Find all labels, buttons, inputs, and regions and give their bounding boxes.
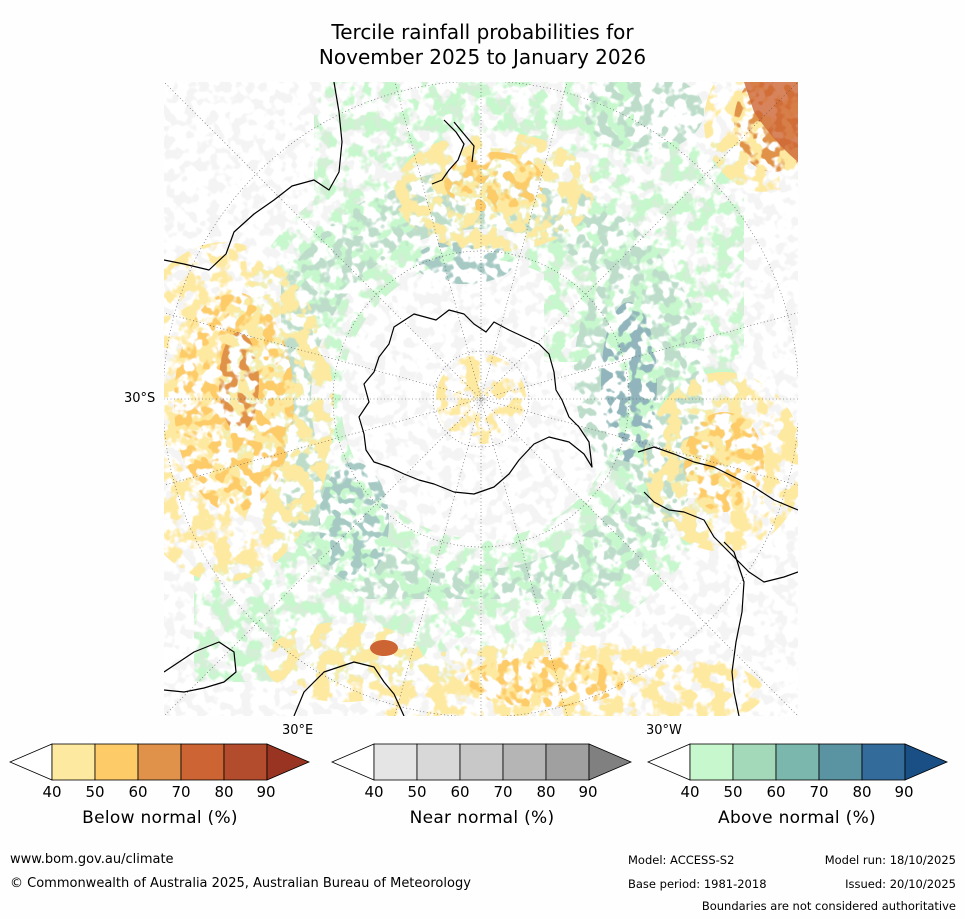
- latitude-label-30s: 30°S: [124, 391, 156, 406]
- colorbar-cell: [51, 743, 96, 781]
- colorbar-min-extend: [8, 743, 53, 781]
- colorbar-cell: [416, 743, 461, 781]
- colorbar-cell: [137, 743, 182, 781]
- tick-label: 90: [578, 783, 598, 801]
- copyright-notice: © Commonwealth of Australia 2025, Austra…: [10, 876, 471, 891]
- title-line-1: Tercile rainfall probabilities for: [331, 20, 634, 44]
- colorbar-near-normal-ticks: 40 50 60 70 80 90: [330, 783, 640, 803]
- model-name: Model: ACCESS-S2: [628, 853, 735, 867]
- base-period: Base period: 1981-2018: [628, 877, 767, 891]
- tick-label: 80: [536, 783, 556, 801]
- title-line-2: November 2025 to January 2026: [318, 45, 647, 69]
- colorbar-cell: [94, 743, 139, 781]
- colorbar-near-normal-label: Near normal (%): [409, 808, 555, 828]
- longitude-label-30e: 30°E: [282, 723, 314, 738]
- tick-label: 90: [894, 783, 914, 801]
- tick-label: 50: [723, 783, 743, 801]
- colorbar-cell: [545, 743, 590, 781]
- colorbar-cell: [732, 743, 777, 781]
- website-url: www.bom.gov.au/climate: [10, 852, 174, 867]
- colorbar-cell: [818, 743, 863, 781]
- colorbar-cell: [180, 743, 225, 781]
- tick-label: 80: [852, 783, 872, 801]
- colorbar-below-normal-label: Below normal (%): [82, 808, 238, 828]
- tick-label: 70: [171, 783, 191, 801]
- longitude-label-30w: 30°W: [646, 723, 682, 738]
- tick-label: 60: [766, 783, 786, 801]
- chart-title: Tercile rainfall probabilities for Novem…: [0, 20, 965, 70]
- colorbar-above-normal-cells: [646, 743, 949, 781]
- colorbar-min-extend: [330, 743, 375, 781]
- issued-date: Issued: 20/10/2025: [845, 877, 956, 891]
- tick-label: 50: [407, 783, 427, 801]
- tick-label: 60: [128, 783, 148, 801]
- tick-label: 40: [680, 783, 700, 801]
- tick-label: 40: [364, 783, 384, 801]
- colorbar-above-normal-label: Above normal (%): [718, 808, 876, 828]
- colorbar-near-normal-cells: [330, 743, 633, 781]
- colorbar-cell: [373, 743, 418, 781]
- colorbar-near-normal: [330, 743, 633, 781]
- tick-label: 90: [256, 783, 276, 801]
- tick-label: 40: [42, 783, 62, 801]
- tick-label: 80: [214, 783, 234, 801]
- colorbar-cell: [775, 743, 820, 781]
- colorbar-min-extend: [646, 743, 691, 781]
- tick-label: 70: [493, 783, 513, 801]
- colorbar-max-extend: [904, 743, 949, 781]
- colorbar-cell: [502, 743, 547, 781]
- tick-label: 60: [450, 783, 470, 801]
- colorbar-below-normal-ticks: 40 50 60 70 80 90: [8, 783, 318, 803]
- colorbar-below-normal-cells: [8, 743, 311, 781]
- colorbar-cell: [689, 743, 734, 781]
- colorbar-cell: [223, 743, 268, 781]
- colorbar-max-extend: [588, 743, 633, 781]
- boundaries-disclaimer: Boundaries are not considered authoritat…: [701, 899, 956, 913]
- colorbar-cell: [861, 743, 906, 781]
- colorbar-max-extend: [266, 743, 311, 781]
- colorbar-below-normal: [8, 743, 311, 781]
- tick-label: 70: [809, 783, 829, 801]
- colorbar-above-normal: [646, 743, 949, 781]
- colorbar-cell: [459, 743, 504, 781]
- model-run-date: Model run: 18/10/2025: [824, 853, 956, 867]
- colorbar-above-normal-ticks: 40 50 60 70 80 90: [646, 783, 956, 803]
- tick-label: 50: [85, 783, 105, 801]
- south-polar-map: [164, 82, 798, 716]
